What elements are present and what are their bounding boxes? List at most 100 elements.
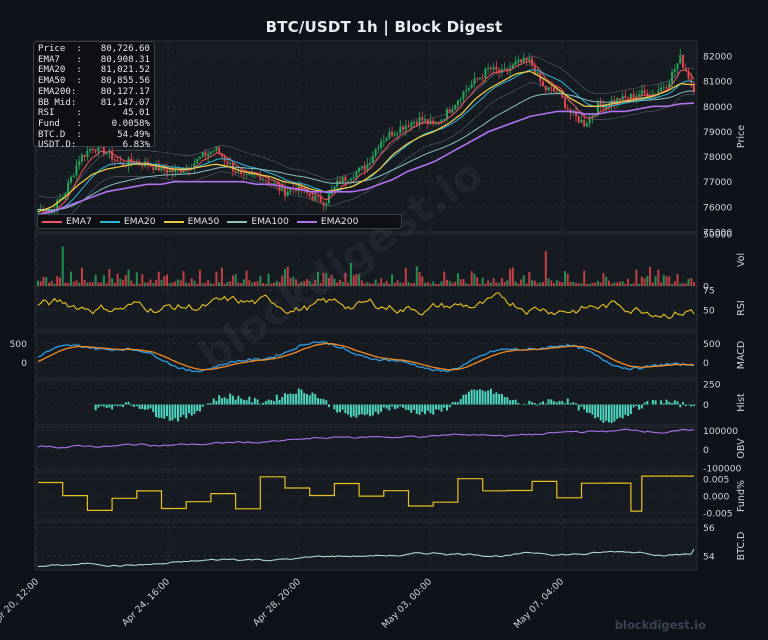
volume-bar [193, 280, 196, 286]
candle-body [157, 163, 160, 171]
stat-key: EMA200: [38, 86, 77, 97]
candle-body [369, 163, 372, 165]
candle-body [316, 195, 319, 197]
hist-bar [506, 397, 509, 405]
series-obv [37, 428, 695, 449]
candle-body [218, 146, 221, 154]
volume-bar [682, 283, 685, 286]
hist-bar [594, 404, 597, 419]
hist-bar [152, 404, 155, 413]
volume-bar [94, 274, 97, 286]
hist-bar [467, 391, 470, 405]
series-ema100 [38, 90, 694, 211]
volume-bar [292, 276, 295, 286]
candle-body [470, 84, 473, 89]
y-tick-label: 79000 [703, 127, 732, 138]
hist-bar [122, 404, 125, 408]
candle-body [424, 119, 427, 121]
candle-body [421, 117, 424, 121]
candle-body [295, 188, 298, 191]
candle-body [94, 149, 97, 152]
candle-body [448, 109, 451, 113]
volume-bar [385, 280, 388, 286]
volume-bar [676, 274, 679, 286]
candle-body [528, 58, 531, 61]
series-signal [37, 342, 695, 371]
candle-body [333, 186, 336, 191]
hist-bar [297, 388, 300, 405]
hist-bar [300, 389, 303, 405]
volume-bar [525, 283, 528, 286]
hist-bar [489, 388, 492, 405]
candle-body [141, 164, 144, 167]
volume-bar [130, 280, 133, 286]
hist-bar [355, 404, 358, 418]
y-tick-label: 100000 [703, 426, 738, 437]
volume-bar [253, 281, 256, 286]
y-tick-label: 54 [703, 551, 715, 562]
hist-bar [111, 404, 114, 410]
candle-body [542, 81, 545, 87]
hist-bar [583, 404, 586, 410]
hist-bar [569, 403, 572, 405]
volume-bar [341, 281, 344, 286]
volume-bar [503, 281, 506, 286]
stat-key: USDT.D: [38, 140, 77, 151]
volume-bar [550, 280, 553, 286]
volume-bar [278, 281, 281, 286]
hist-bar [484, 391, 487, 405]
candle-body [618, 98, 621, 102]
hist-bar [198, 404, 201, 412]
volume-bar [256, 281, 259, 286]
hist-bar [155, 404, 158, 417]
candle-body [174, 169, 177, 173]
volume-bar [640, 276, 643, 286]
volume-bar [440, 281, 443, 286]
hist-bar [459, 399, 462, 405]
volume-bar [144, 282, 147, 286]
volume-bar [267, 273, 270, 286]
candle-body [638, 94, 641, 97]
candle-body [237, 171, 240, 174]
volume-bar [102, 275, 105, 286]
volume-bar [179, 280, 182, 286]
y-axis-label: Hist [736, 393, 747, 412]
candle-body [262, 179, 265, 181]
volume-bar [555, 280, 558, 286]
candle-body [498, 69, 501, 73]
hist-bar [245, 400, 248, 405]
hist-bar [580, 404, 583, 407]
hist-bar [646, 401, 649, 405]
hist-bar [360, 404, 363, 415]
candle-body [616, 98, 619, 104]
candle-body [596, 102, 599, 115]
hist-bar [135, 404, 138, 407]
hist-bar [616, 404, 619, 419]
hist-bar [215, 400, 218, 405]
volume-bar [242, 279, 245, 286]
hist-bar [426, 404, 429, 411]
stat-key: RSI : [38, 108, 82, 119]
y-tick-label: 250 [703, 380, 721, 391]
legend-swatch [42, 220, 62, 223]
volume-bar [47, 282, 50, 286]
hist-bar [550, 399, 553, 405]
volume-bar [111, 278, 114, 286]
volume-bar [67, 282, 70, 286]
volume-bar [297, 283, 300, 286]
volume-bar [627, 278, 630, 286]
candle-body [635, 96, 638, 99]
stat-key: Fund : [38, 118, 82, 129]
candle-body [580, 120, 583, 123]
candle-body [78, 161, 81, 166]
candle-body [248, 173, 251, 175]
hist-bar [572, 402, 575, 405]
volume-bar [547, 278, 550, 286]
candle-body [204, 152, 207, 157]
volume-bar [286, 266, 289, 286]
volume-bar [163, 275, 166, 286]
hist-bar [577, 404, 580, 411]
y-tick-label: 75 [703, 286, 715, 297]
volume-bar [209, 283, 212, 286]
